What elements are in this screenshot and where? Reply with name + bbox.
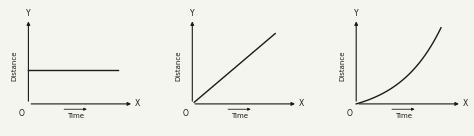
Text: Distance: Distance [11, 51, 17, 81]
Text: O: O [346, 109, 353, 118]
Text: Time: Time [395, 113, 412, 119]
Text: X: X [299, 99, 304, 108]
Text: Distance: Distance [175, 51, 181, 81]
Text: Y: Y [26, 9, 31, 18]
Text: O: O [182, 109, 189, 118]
Text: X: X [463, 99, 468, 108]
Text: Time: Time [67, 113, 84, 119]
Text: X: X [135, 99, 140, 108]
Text: O: O [19, 109, 25, 118]
Text: Distance: Distance [339, 51, 345, 81]
Text: Y: Y [354, 9, 358, 18]
Text: Y: Y [190, 9, 195, 18]
Text: Time: Time [231, 113, 248, 119]
